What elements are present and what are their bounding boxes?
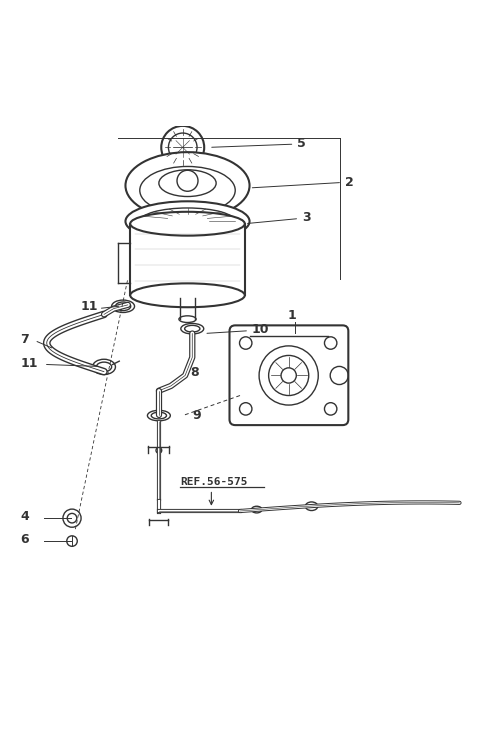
Text: 11: 11: [80, 300, 97, 313]
Text: 11: 11: [21, 357, 38, 370]
Bar: [130, 224, 245, 295]
Text: 7: 7: [21, 333, 29, 346]
Text: 4: 4: [21, 510, 29, 523]
Circle shape: [161, 126, 204, 169]
Text: 2: 2: [252, 176, 354, 189]
Text: 10: 10: [207, 324, 269, 337]
FancyBboxPatch shape: [229, 325, 348, 425]
Text: 9: 9: [192, 410, 201, 422]
Text: 1: 1: [288, 309, 297, 322]
Text: 3: 3: [248, 211, 311, 225]
Ellipse shape: [130, 212, 245, 235]
Text: REF.56-575: REF.56-575: [180, 477, 248, 487]
Ellipse shape: [125, 152, 250, 219]
Text: 8: 8: [190, 367, 199, 379]
Text: 5: 5: [212, 137, 306, 150]
Ellipse shape: [125, 201, 250, 241]
Ellipse shape: [130, 284, 245, 307]
Text: 6: 6: [21, 534, 29, 547]
